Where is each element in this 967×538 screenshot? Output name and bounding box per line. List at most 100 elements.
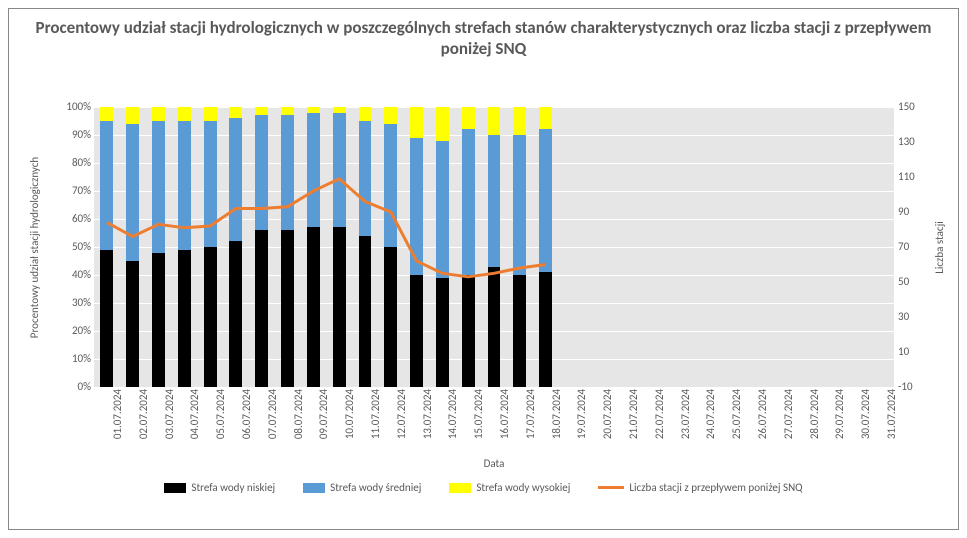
bar-high	[255, 107, 268, 115]
bar-high	[152, 107, 165, 121]
bar-medium	[152, 121, 165, 253]
y-left-tick: 90%	[72, 128, 91, 141]
y-left-tick: 20%	[72, 324, 91, 337]
bar-medium	[100, 121, 113, 250]
y-left-tick: 60%	[72, 212, 91, 225]
bar-high	[462, 107, 475, 129]
bar-medium	[307, 113, 320, 228]
bar-high	[281, 107, 294, 115]
bar-low	[178, 250, 191, 387]
bar-high	[384, 107, 397, 124]
x-tick: 09.07.2024	[317, 389, 330, 439]
bar-medium	[410, 138, 423, 275]
y-left-tick: 50%	[72, 240, 91, 253]
legend-swatch-low	[164, 483, 186, 493]
bar-low	[462, 275, 475, 387]
bar-high	[204, 107, 217, 121]
y-right-tick: -10	[898, 380, 913, 393]
bar-medium	[436, 141, 449, 278]
bar-medium	[204, 121, 217, 247]
y-left-tick: 100%	[66, 100, 91, 113]
x-axis-title: Data	[94, 457, 894, 470]
x-tick: 12.07.2024	[395, 389, 408, 439]
plot-area	[94, 107, 894, 387]
y-left-tick: 70%	[72, 184, 91, 197]
y-left-axis-title: Procentowy udział stacji hydrologicznych	[25, 107, 45, 387]
x-tick: 04.07.2024	[188, 389, 201, 439]
bar-high	[307, 107, 320, 113]
x-tick: 20.07.2024	[601, 389, 614, 439]
bar-low	[513, 275, 526, 387]
bar-low	[307, 227, 320, 387]
y-left-tick: 80%	[72, 156, 91, 169]
legend-swatch-medium	[303, 483, 325, 493]
bar-medium	[513, 135, 526, 275]
legend-label-low: Strefa wody niskiej	[191, 481, 275, 494]
bar-medium	[126, 124, 139, 261]
bar-medium	[255, 115, 268, 230]
bar-medium	[462, 129, 475, 275]
bar-high	[100, 107, 113, 121]
bar-high	[539, 107, 552, 129]
y-left-tick: 30%	[72, 296, 91, 309]
x-tick: 28.07.2024	[808, 389, 821, 439]
x-tick: 13.07.2024	[421, 389, 434, 439]
y-right-tick: 10	[898, 345, 909, 358]
legend-line-swatch	[598, 486, 624, 489]
bar-low	[359, 236, 372, 387]
bar-low	[539, 272, 552, 387]
bar-high	[229, 107, 242, 118]
bar-low	[333, 227, 346, 387]
bar-low	[204, 247, 217, 387]
legend-item-low: Strefa wody niskiej	[164, 481, 275, 494]
bar-high	[513, 107, 526, 135]
legend-label-line: Liczba stacji z przepływem poniżej SNQ	[629, 481, 802, 494]
x-tick-labels: 01.07.202402.07.202403.07.202404.07.2024…	[94, 389, 894, 459]
x-tick: 15.07.2024	[472, 389, 485, 439]
x-tick: 21.07.2024	[627, 389, 640, 439]
legend-label-medium: Strefa wody średniej	[330, 481, 421, 494]
y-right-tick: 150	[898, 100, 915, 113]
x-tick: 07.07.2024	[266, 389, 279, 439]
bar-low	[410, 275, 423, 387]
x-tick: 08.07.2024	[292, 389, 305, 439]
bar-high	[436, 107, 449, 141]
bars-layer	[94, 107, 894, 387]
x-tick: 18.07.2024	[550, 389, 563, 439]
x-tick: 30.07.2024	[859, 389, 872, 439]
chart-frame: Procentowy udział stacji hydrologicznych…	[8, 8, 959, 530]
y-right-axis-title: Liczba stacji	[929, 107, 949, 387]
y-right-tick: 30	[898, 310, 909, 323]
x-tick: 24.07.2024	[704, 389, 717, 439]
bar-low	[152, 253, 165, 387]
bar-high	[410, 107, 423, 138]
bar-medium	[539, 129, 552, 272]
bar-medium	[384, 124, 397, 247]
y-right-tick: 110	[898, 170, 915, 183]
legend-item-high: Strefa wody wysokiej	[449, 481, 570, 494]
legend: Strefa wody niskiej Strefa wody średniej…	[9, 481, 958, 494]
y-left-tick: 0%	[78, 380, 91, 393]
y-left-tick: 40%	[72, 268, 91, 281]
y-right-tick: 90	[898, 205, 909, 218]
bar-low	[281, 230, 294, 387]
bar-low	[100, 250, 113, 387]
bar-high	[488, 107, 501, 135]
x-tick: 26.07.2024	[756, 389, 769, 439]
bar-medium	[488, 135, 501, 267]
legend-label-high: Strefa wody wysokiej	[476, 481, 570, 494]
x-tick: 25.07.2024	[730, 389, 743, 439]
y-right-tick-labels: -101030507090110130150	[898, 107, 928, 387]
bar-medium	[359, 121, 372, 236]
legend-item-line: Liczba stacji z przepływem poniżej SNQ	[598, 481, 802, 494]
legend-swatch-high	[449, 483, 471, 493]
bar-low	[255, 230, 268, 387]
bar-medium	[178, 121, 191, 250]
y-right-tick: 50	[898, 275, 909, 288]
x-tick: 19.07.2024	[575, 389, 588, 439]
x-tick: 11.07.2024	[369, 389, 382, 439]
x-tick: 06.07.2024	[240, 389, 253, 439]
x-tick: 14.07.2024	[446, 389, 459, 439]
x-tick: 27.07.2024	[782, 389, 795, 439]
y-right-tick: 70	[898, 240, 909, 253]
